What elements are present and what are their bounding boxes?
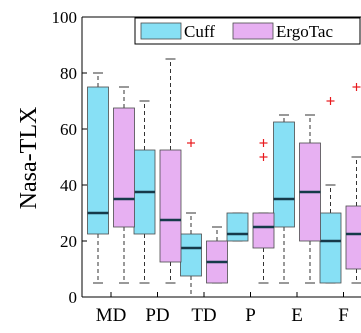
y-tick-label: 0 [69,288,78,307]
x-tick-label-md: MD [96,305,127,326]
box-ergotac-f [345,83,361,284]
legend-label-ergotac: ErgoTac [276,22,333,41]
box-body [273,121,295,228]
x-tick-label-p: P [245,305,256,326]
axes: 0 20 40 60 80 100 MD PD TD P E F [52,8,361,326]
box-cuff-p [226,212,249,242]
legend: Cuff ErgoTac [134,17,361,45]
plot-area [87,58,361,298]
outlier-marker [187,139,195,147]
x-tick-label-f: F [338,305,349,326]
box-cuff-md [87,72,109,284]
y-tick-label: 80 [60,64,77,83]
legend-swatch-ergotac [232,22,274,40]
box-body [252,212,275,249]
y-tick-label: 60 [60,120,77,139]
y-tick-label: 100 [52,8,78,27]
y-tick-label: 20 [60,232,77,251]
x-tick-label-e: E [291,305,303,326]
box-body [180,233,202,277]
outlier-marker [259,139,268,147]
box-ergotac-p [252,139,275,284]
x-tick-label-td: TD [191,305,216,326]
box-ergotac-pd [159,58,182,284]
box-ergotac-md [113,86,135,284]
box-body [87,86,109,235]
box-cuff-td [180,139,202,298]
box-body [345,205,361,270]
box-cuff-e [273,114,295,284]
y-axis-label: Nasa-TLX [16,107,42,210]
legend-label-cuff: Cuff [184,22,215,41]
box-body [226,212,249,242]
x-tick-label-pd: PD [145,305,169,326]
box-cuff-pd [133,100,156,284]
box-body [113,107,135,228]
outlier-marker [326,97,335,105]
box-ergotac-td [206,226,228,284]
legend-swatch-cuff [140,22,182,40]
outlier-marker [259,153,268,161]
box-body [159,149,182,263]
outlier-marker [352,83,361,91]
box-body [319,212,342,284]
y-tick-label: 40 [60,176,77,195]
box-cuff-f [319,97,342,284]
box-ergotac-e [299,114,321,284]
